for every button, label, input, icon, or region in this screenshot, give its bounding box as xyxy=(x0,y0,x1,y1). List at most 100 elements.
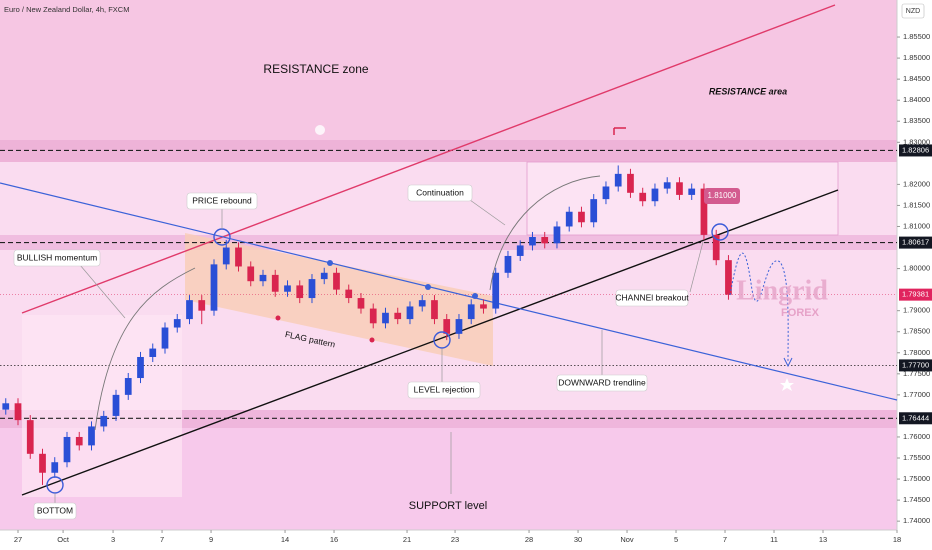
candle-body xyxy=(124,378,132,395)
candle-body xyxy=(51,462,59,473)
candle-body xyxy=(161,327,169,349)
candle-body xyxy=(369,308,377,324)
candle-body xyxy=(639,192,647,202)
marker-icon xyxy=(315,125,325,135)
level-label: 1.76444 xyxy=(902,413,929,422)
candle-body xyxy=(663,182,671,189)
y-tick-label: 1.76000 xyxy=(903,432,930,441)
candle-body xyxy=(651,188,659,202)
y-tick-label: 1.82000 xyxy=(903,179,930,188)
label-box xyxy=(615,289,689,307)
level-label: 1.82806 xyxy=(902,145,929,154)
candle-body xyxy=(688,188,696,195)
price-badge-text: 1.81000 xyxy=(708,191,737,200)
touch-dot xyxy=(369,337,375,343)
level-badge xyxy=(899,144,932,157)
annotation: DOWNWARD trendline xyxy=(558,377,646,387)
annotation: BULLISH momentum xyxy=(17,252,97,262)
level-label: 1.77700 xyxy=(902,360,929,369)
y-tick-label: 1.77000 xyxy=(903,390,930,399)
x-tick-label: 18 xyxy=(893,535,901,544)
candle-body xyxy=(2,403,10,410)
candle-body xyxy=(39,453,46,473)
x-tick-label: 7 xyxy=(723,535,727,544)
chart-title: Euro / New Zealand Dollar, 4h, FXCM xyxy=(4,5,129,14)
candle-body xyxy=(100,415,108,427)
touch-dot xyxy=(425,284,431,290)
candle-body xyxy=(271,274,279,292)
candle-body xyxy=(173,319,181,328)
watermark: FOREX xyxy=(781,307,820,319)
upper-channel-line xyxy=(21,4,836,314)
x-tick-label: 9 xyxy=(209,535,213,544)
curved-arrow xyxy=(94,267,196,431)
candle-body xyxy=(26,420,34,454)
candle-body xyxy=(235,247,242,267)
x-tick-label: 27 xyxy=(14,535,22,544)
candle-body xyxy=(112,394,120,416)
x-tick-label: 23 xyxy=(451,535,459,544)
x-tick-label: 7 xyxy=(160,535,164,544)
x-tick-label: 13 xyxy=(819,535,827,544)
candle-body xyxy=(296,285,304,299)
candle-body xyxy=(357,298,365,309)
y-tick-label: 1.83000 xyxy=(903,137,930,146)
y-tick-label: 1.85000 xyxy=(903,53,930,62)
resistance-zone xyxy=(0,0,897,140)
candle-body xyxy=(700,188,708,235)
candle-body xyxy=(627,173,634,193)
zone-label: RESISTANCE area xyxy=(709,86,787,96)
x-tick-label: Oct xyxy=(57,535,70,544)
touch-dot xyxy=(327,260,333,266)
currency: NZD xyxy=(906,8,920,15)
candle-body xyxy=(308,279,316,299)
candle-body xyxy=(614,173,622,187)
candle-body xyxy=(88,426,95,446)
candle-body xyxy=(504,255,512,273)
y-tick-label: 1.81000 xyxy=(903,221,930,230)
zone-label: RESISTANCE zone xyxy=(263,62,368,76)
candle-body xyxy=(541,237,549,244)
pointer xyxy=(689,241,704,293)
candle-body xyxy=(222,247,230,265)
currency-box xyxy=(901,3,925,19)
level-label: 1.80617 xyxy=(902,238,929,247)
label-box xyxy=(33,502,77,520)
candle-body xyxy=(149,348,157,357)
candle-body xyxy=(467,304,475,320)
lower-channel-line xyxy=(21,189,839,496)
touch-dot xyxy=(275,315,281,321)
candle-body xyxy=(590,199,598,223)
current-price-badge xyxy=(899,288,932,301)
candle-body xyxy=(137,356,144,379)
candle-body xyxy=(394,312,402,320)
candle-body xyxy=(247,266,255,282)
level-badge xyxy=(899,236,932,249)
y-tick-label: 1.78000 xyxy=(903,348,930,357)
pointer xyxy=(469,199,506,226)
x-tick-label: Nov xyxy=(620,535,634,544)
flag-pattern xyxy=(185,233,493,366)
candle-body xyxy=(516,245,524,256)
candle-body xyxy=(712,234,720,261)
candle-body xyxy=(406,306,414,320)
candle-body xyxy=(186,300,193,320)
candle-body xyxy=(75,436,83,446)
level-badge xyxy=(899,412,932,425)
candle-body xyxy=(676,182,683,195)
continuation-box xyxy=(526,161,839,236)
y-tick-label: 1.74500 xyxy=(903,495,930,504)
x-tick-label: 5 xyxy=(674,535,678,544)
y-tick-label: 1.75000 xyxy=(903,474,930,483)
candle-body xyxy=(333,272,340,290)
projection-path xyxy=(729,252,789,363)
level-badge xyxy=(899,359,932,372)
annotation: SUPPORT level xyxy=(409,500,487,512)
y-tick-label: 1.74000 xyxy=(903,516,930,525)
candle-body xyxy=(480,304,487,309)
label-box xyxy=(186,192,258,210)
candle-body xyxy=(725,260,732,295)
candle-body xyxy=(284,285,291,292)
annotation: CHANNEl breakout xyxy=(615,292,689,302)
annotation: Continuation xyxy=(416,187,464,197)
